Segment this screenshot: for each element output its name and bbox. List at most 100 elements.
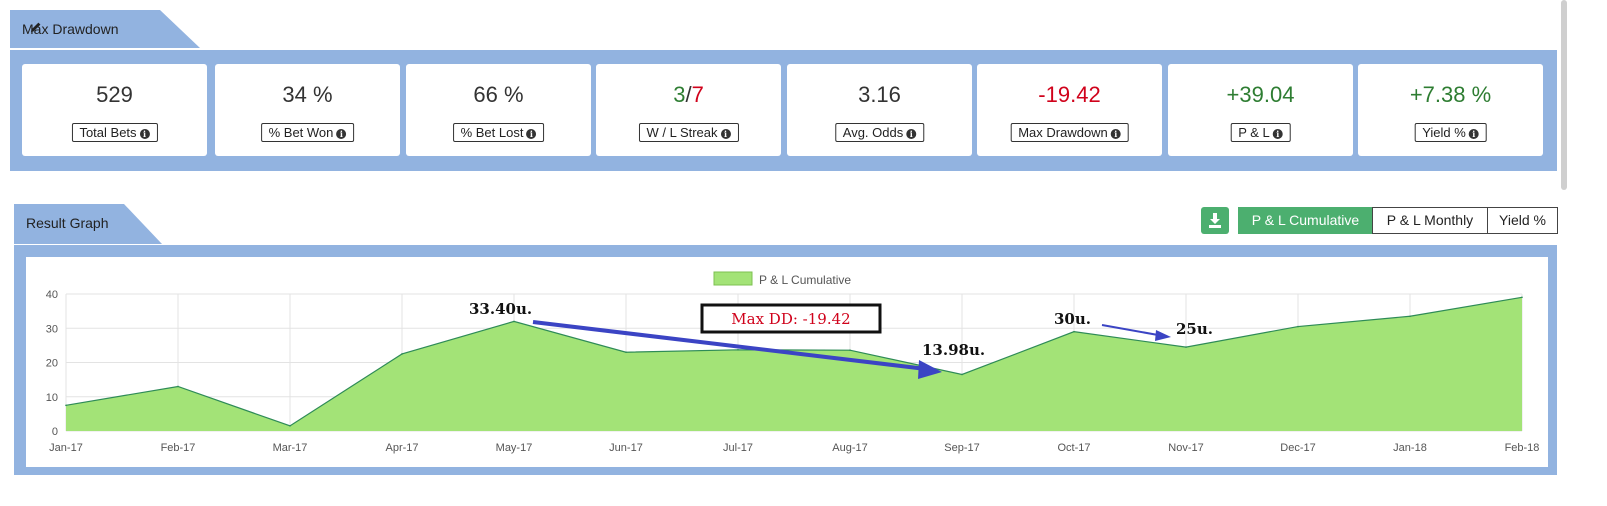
chart-legend[interactable]: P & L Cumulative	[713, 271, 851, 287]
drawdown-section-title: Max Drawdown	[22, 21, 118, 37]
x-tick-label: Jan-18	[1393, 442, 1427, 454]
pl-cumulative-line	[65, 296, 1523, 427]
x-tick-label: Sep-17	[944, 442, 979, 454]
stat-label-yield[interactable]: Yield % i	[1414, 123, 1487, 142]
label-text: Yield %	[1422, 125, 1466, 140]
pl-monthly-button[interactable]: P & L Monthly	[1372, 207, 1488, 234]
stat-card-wl-streak: 3/7 W / L Streak i	[596, 64, 781, 156]
peak-label: 33.40u.	[469, 300, 532, 318]
second-peak-label: 30u.	[1054, 310, 1091, 328]
result-graph-tab-header: Result Graph	[14, 204, 174, 244]
max-dd-box	[700, 303, 882, 334]
data-point	[1185, 346, 1187, 348]
y-tick-label: 20	[46, 358, 58, 370]
secondary-arrow-head	[1155, 330, 1171, 341]
info-icon[interactable]: i	[139, 129, 150, 139]
drawdown-tab-header: Max Drawdown	[10, 10, 210, 48]
data-point	[513, 320, 515, 323]
data-point	[289, 425, 291, 427]
scrollbar[interactable]	[1561, 0, 1567, 190]
label-text: W / L Streak	[646, 125, 718, 140]
x-tick-label: Feb-18	[1505, 442, 1540, 454]
x-tick-label: Mar-17	[273, 442, 308, 454]
pl-cumulative-area	[66, 297, 1522, 431]
y-tick-label: 0	[52, 426, 58, 438]
stat-value-wl-streak: 3/7	[596, 82, 781, 108]
stat-card-total-bets: 529 Total Bets i	[22, 64, 207, 156]
x-tick-label: Aug-17	[832, 442, 867, 454]
graph-area: 0 10 20 30 40 Jan-17 Feb-17 Mar-17 Apr-17 May-17 J…	[26, 257, 1548, 467]
stat-card-max-drawdown: -19.42 Max Drawdown i	[977, 64, 1162, 156]
download-button[interactable]	[1201, 207, 1229, 234]
x-tick-label: Dec-17	[1280, 442, 1315, 454]
info-icon[interactable]: i	[720, 129, 731, 139]
stat-card-yield: +7.38 % Yield % i	[1358, 64, 1543, 156]
x-tick-label: Nov-17	[1168, 442, 1203, 454]
pl-cumulative-button[interactable]: P & L Cumulative	[1238, 207, 1373, 234]
x-tick-label: Jun-17	[609, 442, 643, 454]
data-point	[401, 353, 403, 355]
data-point	[1521, 296, 1523, 299]
drawdown-arrow-line	[532, 320, 927, 371]
info-icon[interactable]: i	[526, 129, 537, 139]
y-tick-label: 30	[46, 323, 58, 335]
info-icon[interactable]: i	[1272, 129, 1283, 139]
stat-value-bet-won: 34 %	[282, 82, 333, 107]
stat-label-bet-lost[interactable]: % Bet Lost i	[452, 123, 545, 142]
stat-card-bet-won: 34 % % Bet Won i	[215, 64, 400, 156]
data-point	[177, 385, 179, 388]
pencil-icon[interactable]	[30, 21, 42, 33]
legend-swatch	[713, 271, 753, 286]
stat-label-bet-won[interactable]: % Bet Won i	[260, 123, 355, 142]
label-text: % Bet Won	[268, 125, 334, 140]
info-icon[interactable]: i	[1110, 129, 1121, 139]
data-point	[1297, 325, 1299, 328]
label-text: Max Drawdown	[1018, 125, 1108, 140]
graph-panel: 0 10 20 30 40 Jan-17 Feb-17 Mar-17 Apr-17 May-17 J…	[14, 245, 1557, 475]
stat-label-total-bets[interactable]: Total Bets i	[71, 123, 158, 142]
label-text: P & L	[1238, 125, 1270, 140]
tab-shape	[14, 204, 162, 244]
result-graph-title: Result Graph	[26, 215, 109, 231]
data-point	[737, 349, 739, 351]
stats-panel: 529 Total Bets i 34 % % Bet Won i 66 % % B…	[10, 50, 1557, 171]
pl-chart: 0 10 20 30 40 Jan-17 Feb-17 Mar-17 Apr-17 May-17 J…	[46, 271, 1540, 454]
data-point	[65, 404, 67, 407]
secondary-arrow-line	[1101, 324, 1159, 336]
data-point	[849, 349, 851, 351]
stat-label-avg-odds[interactable]: Avg. Odds i	[834, 123, 925, 142]
download-icon	[1209, 213, 1221, 228]
stat-value-yield: +7.38 %	[1409, 82, 1492, 107]
info-icon[interactable]: i	[906, 129, 917, 139]
label-text: % Bet Lost	[460, 125, 524, 140]
win-streak-value: 3	[673, 82, 686, 107]
y-tick-label: 10	[46, 392, 58, 404]
x-tick-label: May-17	[496, 442, 533, 454]
stat-card-bet-lost: 66 % % Bet Lost i	[406, 64, 591, 156]
x-tick-label: Jul-17	[723, 442, 753, 454]
stat-value-bet-lost: 66 %	[473, 82, 524, 107]
stat-label-max-drawdown[interactable]: Max Drawdown i	[1010, 123, 1129, 142]
stat-value-pl: +39.04	[1226, 82, 1295, 107]
yield-button[interactable]: Yield %	[1487, 207, 1558, 234]
stat-card-avg-odds: 3.16 Avg. Odds i	[787, 64, 972, 156]
legend-label: P & L Cumulative	[759, 273, 851, 287]
x-tick-label: Jan-17	[49, 442, 83, 454]
loss-streak-value: 7	[691, 82, 704, 107]
stat-value-total-bets: 529	[96, 82, 133, 107]
data-point	[961, 373, 963, 376]
info-icon[interactable]: i	[336, 129, 347, 139]
data-point	[1409, 315, 1411, 318]
info-icon[interactable]: i	[1468, 129, 1479, 139]
x-tick-label: Feb-17	[161, 442, 196, 454]
data-point	[1073, 330, 1075, 333]
x-tick-label: Oct-17	[1057, 442, 1090, 454]
x-tick-label: Apr-17	[385, 442, 418, 454]
second-trough-label: 25u.	[1176, 320, 1213, 338]
tab-shape	[10, 10, 200, 48]
stat-label-wl-streak[interactable]: W / L Streak i	[638, 123, 739, 142]
streak-separator: /	[685, 82, 692, 107]
drawdown-title-text: Max Drawdown	[22, 21, 119, 37]
